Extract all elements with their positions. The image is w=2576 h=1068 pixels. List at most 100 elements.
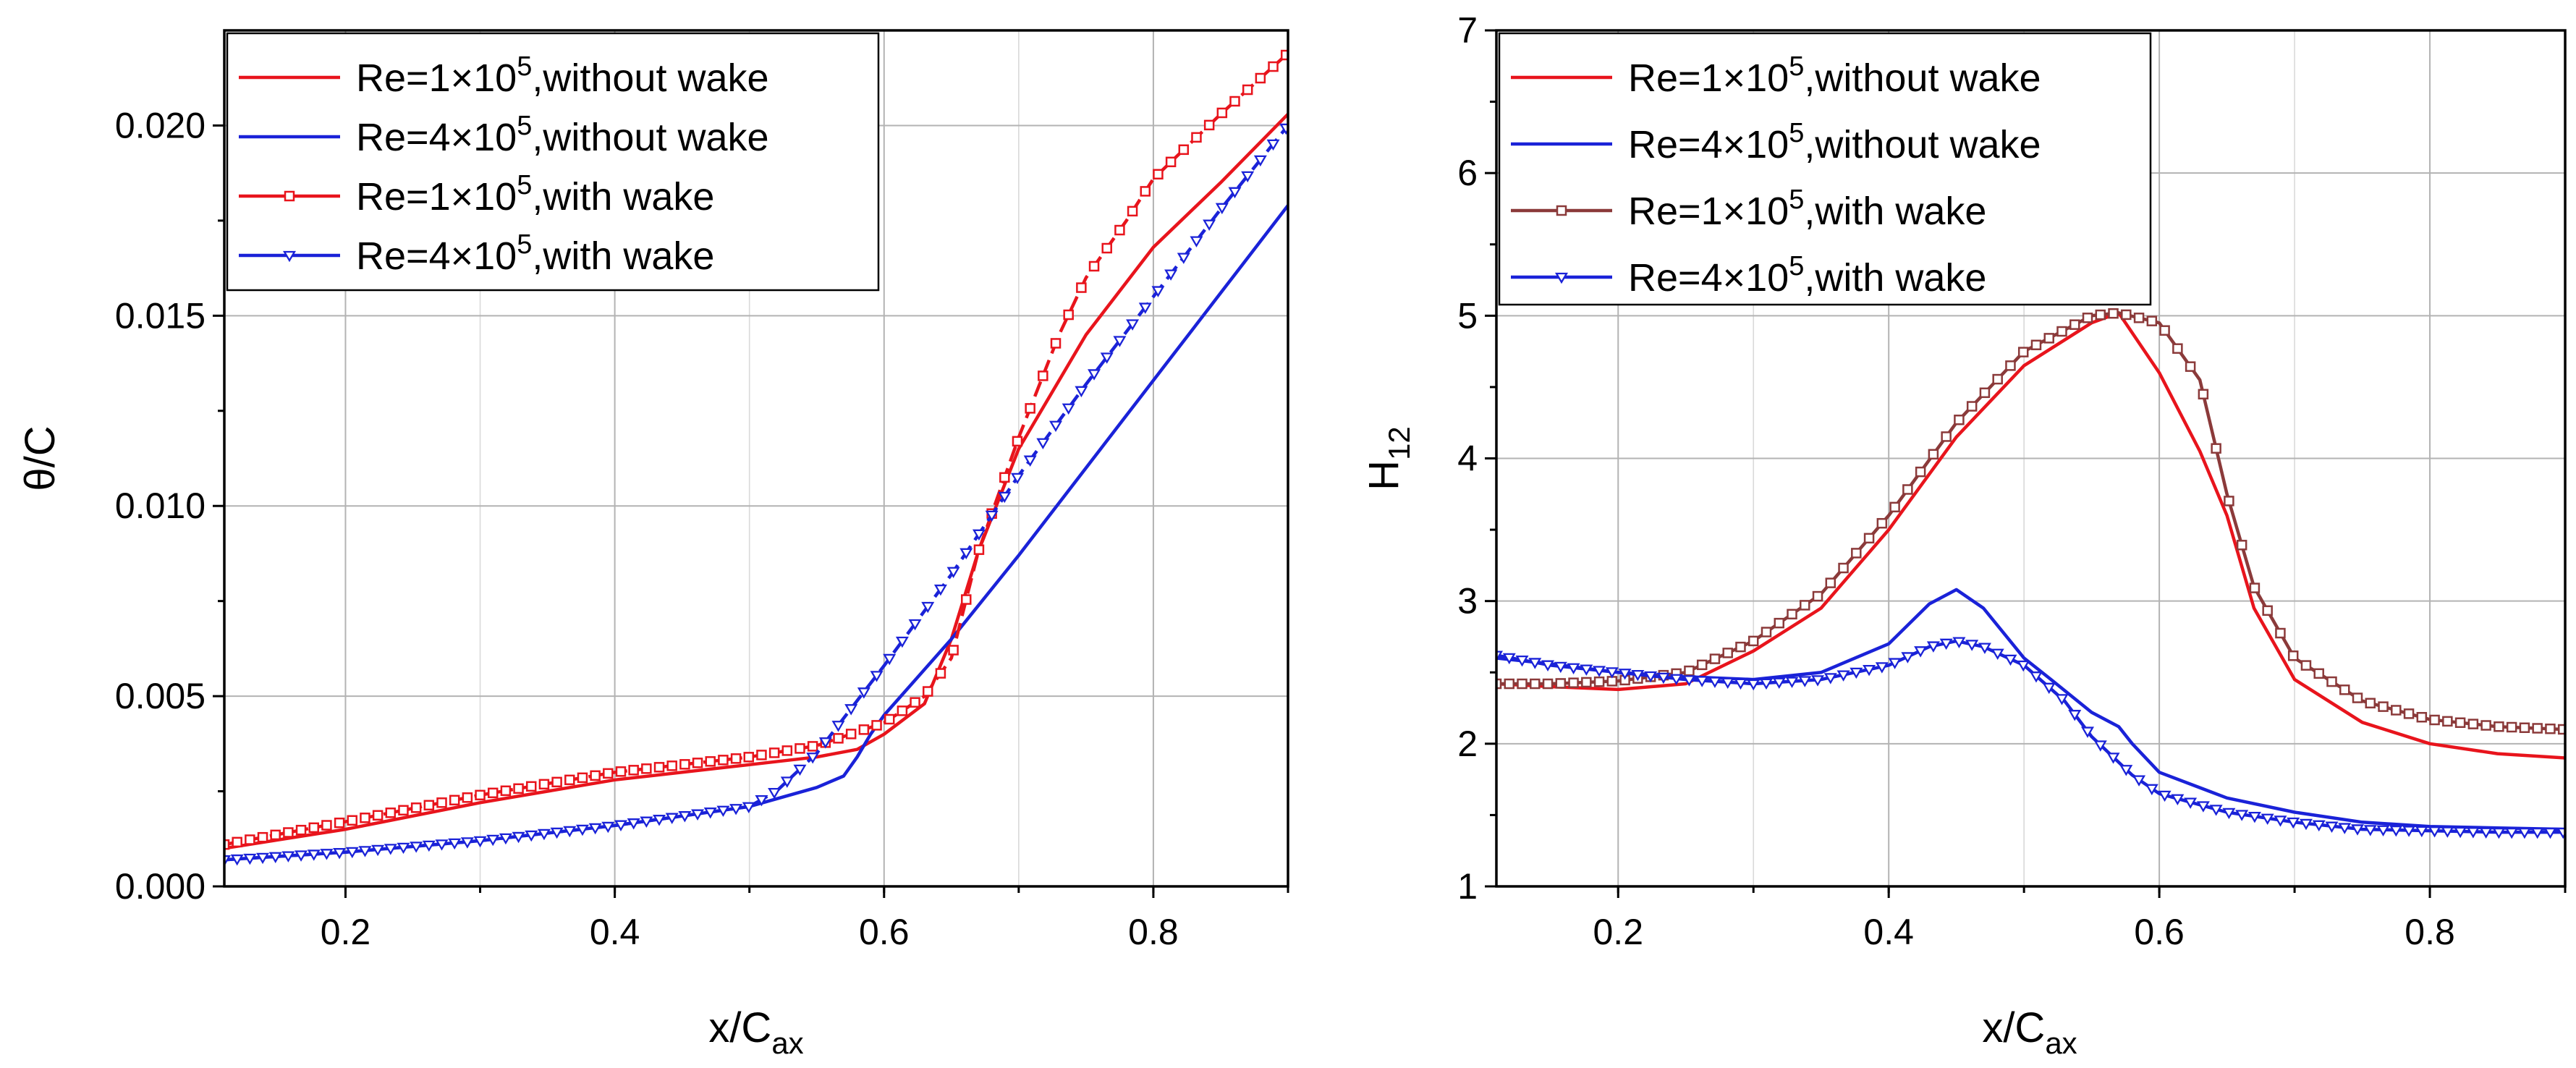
marker-triangle [1075, 386, 1088, 398]
marker-triangle [384, 844, 397, 855]
marker-triangle [460, 837, 474, 849]
marker-square [1229, 96, 1240, 107]
marker-square [2172, 343, 2183, 354]
marker-square [398, 805, 409, 816]
marker-triangle [716, 805, 730, 817]
marker-square [1140, 186, 1151, 197]
marker-triangle [2274, 815, 2287, 827]
marker-square [1954, 415, 1965, 425]
marker-square [449, 794, 460, 806]
marker-triangle [1772, 677, 1786, 690]
y-tick-label: 7 [1457, 10, 1478, 51]
series-line-1 [224, 204, 1288, 862]
marker-square [1088, 260, 1100, 272]
marker-triangle [2505, 827, 2519, 839]
legend-label-sup: 5 [1789, 51, 1804, 82]
marker-triangle [307, 849, 321, 861]
marker-square [1504, 678, 1515, 690]
marker-triangle [1164, 269, 1178, 281]
marker-triangle [2441, 826, 2454, 838]
marker-triangle [2402, 826, 2416, 837]
marker-square [360, 813, 370, 823]
marker-square [2454, 717, 2466, 729]
marker-triangle [2093, 740, 2107, 752]
marker-square [948, 645, 959, 656]
marker-triangle [345, 847, 359, 859]
marker-square [245, 834, 255, 845]
marker-triangle [2042, 682, 2056, 695]
marker-square [1889, 501, 1900, 513]
marker-square [756, 750, 767, 760]
y-tick-label: 0.020 [115, 105, 206, 145]
marker-triangle [2222, 808, 2236, 820]
x-axis-label: x/Cax [708, 1004, 803, 1060]
marker-square [2467, 719, 2479, 729]
marker-triangle [1253, 155, 1267, 167]
marker-square [705, 756, 716, 767]
marker-triangle [2351, 824, 2365, 836]
marker-triangle [2556, 827, 2565, 839]
marker-triangle [2415, 826, 2428, 838]
x-axis-label-main: x/C [708, 1004, 771, 1051]
marker-square [2224, 496, 2234, 507]
marker-triangle [793, 764, 807, 776]
marker-square [2352, 692, 2363, 703]
marker-triangle [2466, 827, 2480, 839]
legend-label-sup: 5 [517, 229, 532, 260]
marker-triangle [1528, 658, 1542, 669]
marker-triangle [1203, 219, 1216, 231]
marker-square [603, 768, 614, 779]
marker-triangle [435, 839, 449, 851]
marker-square [2133, 313, 2145, 323]
marker-square [2557, 724, 2565, 735]
marker-triangle [1100, 352, 1114, 364]
marker-triangle [2312, 820, 2326, 832]
marker-triangle [2171, 794, 2185, 806]
marker-square [1216, 107, 1228, 119]
x-tick-label: 0.4 [1863, 912, 1914, 952]
marker-square [295, 824, 307, 836]
x-tick-label: 0.8 [1128, 912, 1179, 952]
marker-triangle [2428, 826, 2441, 838]
marker-triangle [614, 820, 627, 831]
marker-square [922, 686, 933, 697]
marker-triangle [1010, 472, 1024, 485]
marker-triangle [1991, 648, 2004, 661]
marker-triangle [1554, 661, 1567, 674]
legend-marker-3 [1554, 272, 1569, 284]
marker-triangle [653, 815, 666, 826]
marker-square [884, 713, 895, 725]
marker-triangle [691, 809, 705, 821]
marker-square [781, 745, 793, 756]
marker-square [2300, 660, 2312, 671]
marker-square [270, 829, 281, 841]
marker-square [1012, 436, 1023, 447]
legend-label-sup: 5 [517, 170, 532, 200]
marker-square [845, 729, 857, 739]
marker-square [1928, 449, 1939, 460]
ticks: 0.2 0.4 0.6 0.8 0.000 0.005 0.010 0.015 0.020 [115, 105, 1289, 952]
marker-triangle [1926, 641, 1940, 653]
marker-square [2365, 698, 2376, 709]
marker-square [2480, 720, 2491, 731]
x-tick-label: 0.2 [1593, 912, 1644, 952]
y-tick-label: 0.015 [115, 295, 206, 336]
marker-square [347, 815, 358, 826]
marker-triangle [972, 529, 986, 541]
legend-label-sup: 5 [517, 51, 532, 82]
marker-triangle [256, 852, 270, 865]
marker-square [1761, 627, 1772, 637]
marker-triangle [1785, 677, 1799, 688]
marker-triangle [1279, 123, 1288, 135]
marker-square [2121, 309, 2132, 321]
marker-square [283, 827, 294, 838]
marker-triangle [1190, 236, 1203, 247]
marker-triangle [1541, 660, 1555, 671]
marker-triangle [1618, 669, 1632, 680]
marker-triangle [499, 833, 512, 845]
marker-square [2339, 685, 2350, 695]
marker-triangle [410, 842, 423, 853]
marker-triangle [2363, 825, 2377, 836]
marker-square [641, 763, 652, 774]
